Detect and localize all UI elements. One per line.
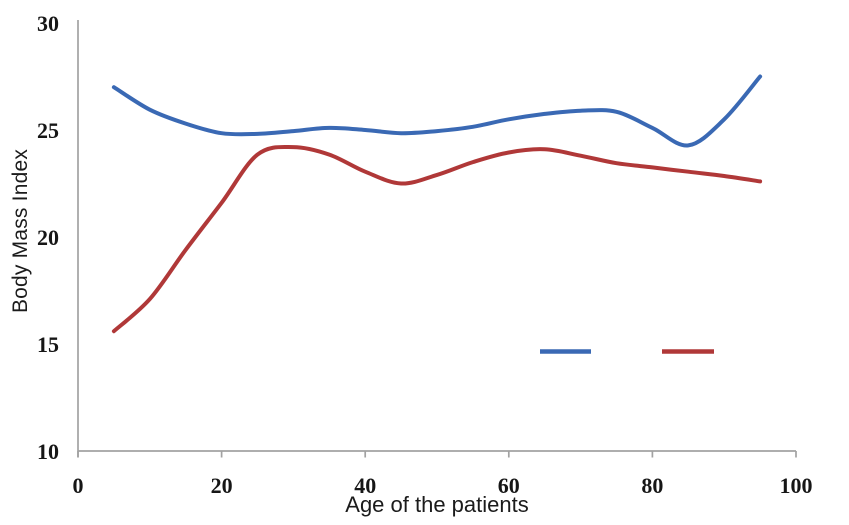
x-tick-label: 60 <box>498 473 520 498</box>
x-tick-label: 0 <box>73 473 84 498</box>
x-tick-label: 100 <box>780 473 813 498</box>
x-tick-label: 80 <box>641 473 663 498</box>
x-tick-label: 40 <box>354 473 376 498</box>
y-tick-label: 25 <box>37 118 59 143</box>
y-tick-label: 10 <box>37 439 59 464</box>
blue-line <box>111 74 763 148</box>
red-line <box>111 144 763 334</box>
x-axis-title: Age of the patients <box>345 492 529 517</box>
y-tick-label: 30 <box>37 11 59 36</box>
y-tick-label: 15 <box>37 332 59 357</box>
y-tick-label: 20 <box>37 225 59 250</box>
y-axis-title: Body Mass Index <box>9 148 32 314</box>
x-tick-label: 20 <box>211 473 233 498</box>
